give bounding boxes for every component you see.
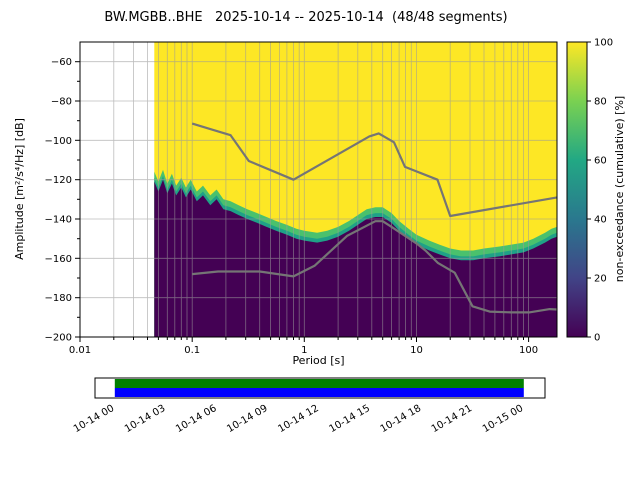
colorbar-tick-label: 40 [594, 215, 607, 226]
tick-labels: 0.01 0.1 1 10 100 −60 −80 −100 −120 −140 −160 −180 −… [45, 57, 539, 356]
time-tick-label: 10-14 03 [123, 403, 167, 435]
time-tick-label: 10-14 15 [328, 403, 372, 435]
nlnm-noise-model-line [192, 220, 558, 314]
colorbar-gradient [566, 41, 588, 338]
x-tick-label: 1 [301, 345, 307, 356]
time-tick-label: 10-15 00 [481, 403, 525, 435]
colorbar-tick-label: 0 [594, 333, 600, 344]
time-tick-label: 10-14 06 [174, 403, 218, 435]
x-tick-label: 0.01 [69, 345, 91, 356]
y-tick-label: −120 [45, 175, 72, 186]
y-tick-label: −200 [45, 333, 72, 344]
y-tick-label: −60 [51, 57, 72, 68]
time-tick-label: 10-14 18 [379, 403, 423, 435]
y-tick-label: −180 [45, 293, 72, 304]
x-tick-label: 10 [410, 345, 423, 356]
y-tick-label: −140 [45, 215, 72, 226]
colorbar-tick-label: 80 [594, 97, 607, 108]
ppsd-distribution [154, 42, 558, 337]
time-tick-label: 10-14 12 [276, 403, 320, 435]
colorbar-tick-label: 100 [594, 38, 613, 49]
y-tick-label: −100 [45, 136, 72, 147]
y-axis-label: Amplitude [m²/s⁴/Hz] [dB] [13, 118, 26, 260]
colorbar-label: non-exceedance (cumulative) [%] [613, 95, 626, 283]
axis-ticks [75, 61, 530, 342]
nhnm-noise-model-line [191, 122, 558, 218]
colorbar-tick-label: 60 [594, 156, 607, 167]
x-tick-label: 0.1 [184, 345, 200, 356]
x-axis-label: Period [s] [292, 354, 345, 367]
time-tick-label: 10-14 09 [225, 403, 269, 435]
availability-gap-stripe [114, 388, 524, 397]
colorbar: 0 20 40 60 80 100 [566, 38, 613, 344]
x-tick-label: 100 [519, 345, 538, 356]
plot-border [79, 41, 558, 338]
y-tick-label: −160 [45, 254, 72, 265]
colorbar-tick-label: 20 [594, 274, 607, 285]
time-tick-label: 10-14 21 [430, 403, 474, 435]
availability-data-stripe [114, 379, 524, 388]
availability-bar: 10-14 00 10-14 03 10-14 06 10-14 09 10-14 12… [72, 377, 546, 435]
time-tick-label: 10-14 00 [72, 403, 116, 435]
y-tick-label: −80 [51, 97, 72, 108]
plot-title: BW.MGBB..BHE 2025-10-14 -- 2025-10-14 (4… [104, 10, 508, 25]
